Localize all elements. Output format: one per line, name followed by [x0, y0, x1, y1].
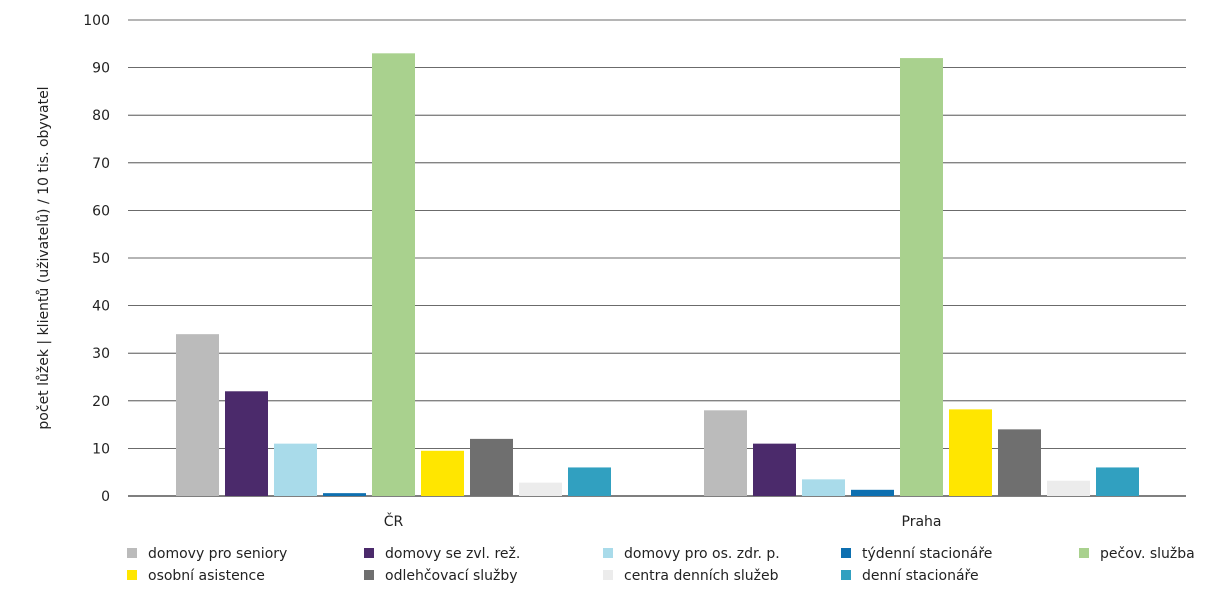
- legend: domovy pro seniory domovy se zvl. rež. dom…: [127, 546, 1195, 584]
- bar: [704, 410, 747, 496]
- legend-swatch: [127, 548, 137, 558]
- y-tick-label: 50: [92, 251, 110, 267]
- bar: [1047, 480, 1090, 496]
- bar: [470, 438, 513, 496]
- legend-label: osobní asistence: [148, 568, 265, 584]
- bar: [421, 450, 464, 496]
- bar: [851, 489, 894, 496]
- legend-label: domovy se zvl. rež.: [385, 546, 520, 562]
- y-tick-label: 80: [92, 108, 110, 124]
- legend-swatch: [364, 548, 374, 558]
- legend-label: domovy pro os. zdr. p.: [624, 546, 780, 562]
- legend-label: denní stacionáře: [862, 568, 979, 584]
- y-tick-label: 40: [92, 299, 110, 315]
- y-tick-label: 10: [92, 441, 110, 457]
- bars-layer: [176, 53, 1139, 497]
- legend-label: pečov. služba: [1100, 546, 1195, 562]
- bar: [949, 409, 992, 496]
- y-tick-label: 0: [101, 489, 110, 505]
- y-tick-label: 70: [92, 156, 110, 172]
- legend-swatch: [364, 570, 374, 580]
- x-tick-label: ČR: [384, 512, 404, 530]
- y-tick-label: 20: [92, 394, 110, 410]
- bar: [1096, 467, 1139, 496]
- bar: [176, 334, 219, 496]
- legend-label: odlehčovací služby: [385, 568, 518, 584]
- legend-swatch: [127, 570, 137, 580]
- bar: [802, 479, 845, 496]
- legend-swatch: [841, 548, 851, 558]
- y-tick-label: 30: [92, 346, 110, 362]
- x-tick-label: Praha: [902, 514, 942, 530]
- bar: [225, 391, 268, 496]
- legend-swatch: [603, 548, 613, 558]
- bar: [568, 467, 611, 496]
- axis-layer: 0 10 20 30 40 50 60 70 80 90 100 ČR Praha: [83, 13, 941, 530]
- y-tick-label: 90: [92, 61, 110, 77]
- bar: [998, 429, 1041, 496]
- legend-swatch: [603, 570, 613, 580]
- legend-swatch: [1079, 548, 1089, 558]
- legend-label: centra denních služeb: [624, 568, 779, 584]
- bar: [900, 58, 943, 497]
- y-tick-label: 100: [83, 13, 110, 29]
- legend-swatch: [841, 570, 851, 580]
- bar: [274, 443, 317, 496]
- legend-label: týdenní stacionáře: [862, 546, 992, 562]
- bar: [519, 482, 562, 496]
- bar: [372, 53, 415, 496]
- bar: [323, 493, 366, 496]
- y-tick-label: 60: [92, 203, 110, 219]
- y-axis-label: počet lůžek | klientů (uživatelů) / 10 t…: [36, 86, 52, 429]
- legend-label: domovy pro seniory: [148, 546, 287, 562]
- grid-layer: [128, 19, 1186, 497]
- bar: [753, 443, 796, 496]
